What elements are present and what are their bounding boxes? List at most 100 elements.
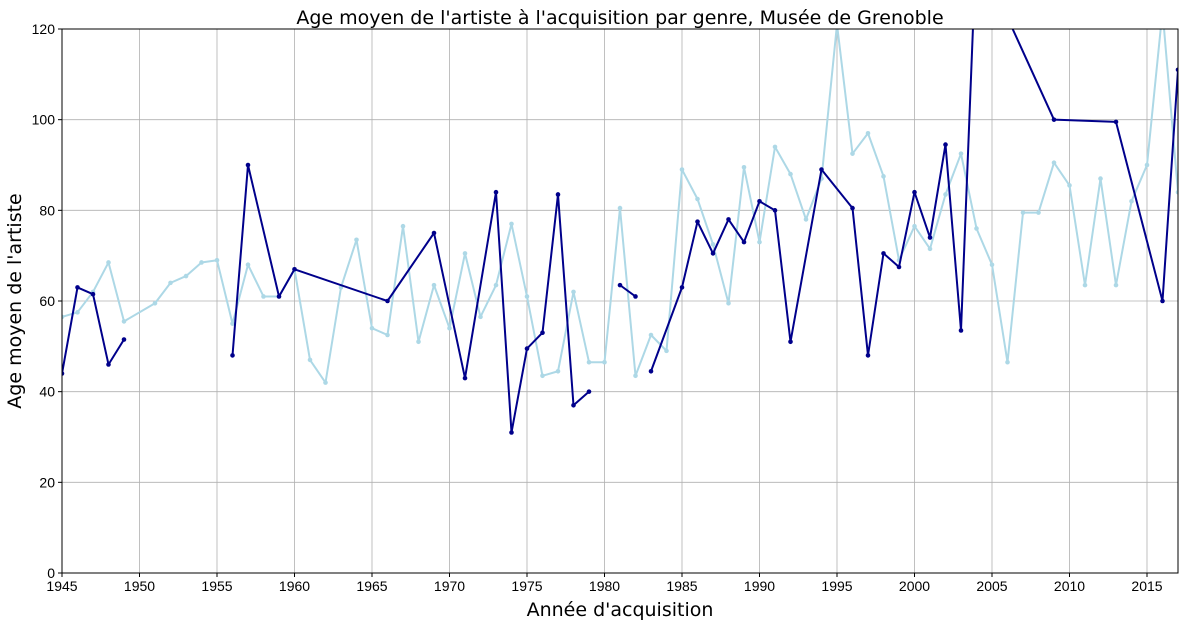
series-dark-point (276, 294, 282, 299)
series-light-point (1160, 9, 1165, 14)
y-axis-ticks: 0 20 40 60 80 100 120 (32, 21, 62, 581)
x-axis-label: Année d'acquisition (527, 599, 714, 621)
series-light-point (1144, 162, 1150, 168)
series-dark-point (540, 330, 545, 336)
series-group (62, 9, 1178, 435)
series-dark-point (896, 264, 902, 270)
series-light-point (803, 217, 809, 222)
x-tick-label: 1985 (666, 578, 697, 594)
series-dark-point (757, 198, 762, 204)
series-light-point (540, 373, 545, 379)
x-tick-label: 1965 (356, 578, 387, 594)
series-light-point (617, 205, 623, 211)
series-dark-point (850, 205, 855, 211)
series-light-point (385, 332, 390, 338)
series-light-point (1129, 198, 1134, 204)
series-dark-point (881, 251, 886, 256)
series-light-point (555, 368, 561, 374)
series-dark-point (524, 346, 530, 351)
series-light-point (1020, 210, 1026, 215)
series-dark-point (912, 189, 917, 195)
series-dark-line (619, 284, 637, 298)
series-light-point (199, 260, 204, 265)
series-light-point (323, 380, 328, 385)
series-light (62, 9, 1178, 385)
series-dark-point (509, 430, 514, 435)
series-light-point (1005, 359, 1010, 365)
series-light-point (478, 314, 483, 320)
series-dark-point (943, 142, 948, 147)
series-dark-point (772, 208, 778, 213)
series-light-point (695, 196, 700, 202)
series-light-point (726, 300, 731, 306)
series-light-point (865, 130, 871, 136)
series-dark-point (1113, 119, 1119, 125)
y-tick-label: 100 (32, 112, 56, 128)
y-tick-label: 40 (39, 384, 55, 400)
series-light-point (1175, 189, 1178, 195)
x-tick-label: 1955 (201, 578, 232, 594)
series-dark-point (819, 167, 824, 172)
x-tick-label: 1990 (744, 578, 775, 594)
series-dark-point (106, 362, 111, 367)
series-dark-point (726, 217, 731, 222)
series-dark-point (62, 371, 65, 376)
x-tick-label: 1970 (434, 578, 465, 594)
series-dark-point (617, 282, 623, 288)
series-dark-point (431, 230, 437, 236)
series-light-point (214, 257, 220, 263)
x-tick-label: 1945 (46, 578, 77, 594)
series-light-point (772, 144, 778, 150)
series-dark-point (1160, 298, 1165, 304)
series-light-point (850, 151, 855, 156)
series-light-point (602, 359, 607, 365)
x-tick-label: 1975 (511, 578, 542, 594)
series-light-point (152, 300, 158, 306)
series-dark-point (292, 266, 297, 272)
series-light-point (788, 171, 793, 177)
series-light-point (1113, 282, 1119, 288)
series-dark-point (710, 251, 716, 256)
series-dark-point (462, 375, 468, 381)
series-light-point (958, 151, 964, 156)
series-light-point (354, 237, 359, 243)
series-light-point (741, 164, 747, 170)
series-light-point (168, 280, 173, 286)
grid (61, 28, 1178, 574)
series-dark-point (679, 285, 685, 290)
series-light-point (524, 294, 530, 299)
series-light-point (75, 310, 80, 315)
series-dark-point (633, 294, 638, 299)
series-light-point (230, 321, 235, 326)
series-light-point (493, 282, 499, 288)
series-light-point (912, 223, 917, 229)
series-dark-point (1175, 67, 1178, 73)
series-light-point (1082, 282, 1088, 288)
y-tick-label: 120 (32, 21, 56, 37)
x-tick-label: 2005 (976, 578, 1007, 594)
series-dark-point (385, 298, 390, 304)
series-light-point (1098, 176, 1103, 181)
series-dark-line (231, 164, 590, 434)
y-axis-label: Age moyen de l'artiste (4, 193, 26, 408)
series-dark-point (75, 285, 80, 290)
series-dark (62, 29, 1178, 435)
x-tick-label: 1960 (279, 578, 310, 594)
series-dark-point (245, 162, 251, 168)
x-tick-label: 1950 (124, 578, 155, 594)
series-light-point (989, 262, 995, 268)
series-dark-point (230, 353, 235, 358)
series-light-point (664, 348, 669, 354)
x-tick-label: 2015 (1131, 578, 1162, 594)
series-dark-point (1051, 117, 1057, 122)
series-light-point (261, 294, 266, 299)
series-light-point (757, 239, 762, 245)
series-light-point (400, 223, 406, 229)
series-light-point (416, 339, 421, 345)
series-light-point (571, 289, 576, 295)
series-dark-point (648, 368, 654, 374)
series-dark-point (741, 239, 747, 245)
series-light-point (679, 167, 685, 172)
series-light-point (509, 221, 514, 227)
